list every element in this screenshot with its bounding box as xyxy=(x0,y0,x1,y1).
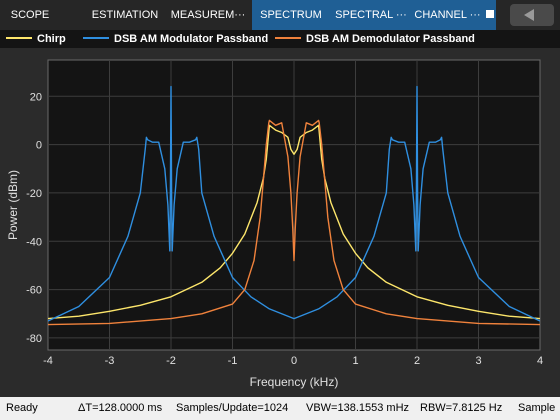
legend: Chirp DSB AM Modulator Passband DSB AM D… xyxy=(0,30,560,48)
x-tick-label: -3 xyxy=(105,355,115,367)
status-ready: Ready xyxy=(6,402,38,414)
tab-scope[interactable]: SCOPE xyxy=(10,9,50,21)
x-tick-label: 0 xyxy=(291,355,297,367)
legend-item-modulator[interactable]: DSB AM Modulator Passband xyxy=(83,30,268,48)
x-tick-label: -1 xyxy=(228,355,238,367)
status-delta-t: ΔT=128.0000 ms xyxy=(78,402,163,414)
y-tick-label: -20 xyxy=(26,188,42,200)
series-line-dsb-am-demodulator-passband xyxy=(48,119,540,326)
x-tick-label: 3 xyxy=(475,355,481,367)
y-tick-label: 0 xyxy=(36,140,42,152)
tab-spectral-estimation[interactable]: SPECTRAL ··· xyxy=(330,0,412,30)
y-tick-label: -80 xyxy=(26,333,42,345)
x-tick-label: 1 xyxy=(352,355,358,367)
tab-channel[interactable]: CHANNEL ··· xyxy=(412,0,496,30)
tab-measurements[interactable]: MEASUREM··· xyxy=(170,9,246,21)
tab-estimation[interactable]: ESTIMATION xyxy=(91,9,159,21)
legend-label: Chirp xyxy=(37,33,66,45)
collapse-toolstrip-button[interactable] xyxy=(510,4,554,26)
x-tick-label: 4 xyxy=(537,355,543,367)
legend-swatch xyxy=(275,37,301,40)
series-line-chirp xyxy=(48,124,540,320)
legend-item-chirp[interactable]: Chirp xyxy=(6,30,66,48)
square-icon xyxy=(485,10,494,19)
y-tick-label: -40 xyxy=(26,236,42,248)
legend-swatch xyxy=(6,37,32,40)
status-bar: Ready ΔT=128.0000 ms Samples/Update=1024… xyxy=(0,397,560,420)
legend-label: DSB AM Demodulator Passband xyxy=(306,33,475,45)
x-tick-label: -4 xyxy=(43,355,53,367)
x-tick-label: -2 xyxy=(166,355,176,367)
x-axis-label: Frequency (kHz) xyxy=(250,375,339,389)
spectrum-plot[interactable]: -4 -3 -2 -1 0 1 2 3 4 -80 -60 -40 -20 0 20 Frequency (k… xyxy=(0,48,560,397)
collapse-left-icon xyxy=(524,9,534,21)
tab-channel-label: CHANNEL ··· xyxy=(414,9,481,21)
tab-spectrum[interactable]: SPECTRUM xyxy=(252,0,330,30)
status-vbw: VBW=138.1553 mHz xyxy=(306,402,410,414)
status-sample: Sample xyxy=(518,402,556,414)
x-tick-label: 2 xyxy=(414,355,420,367)
series-line-dsb-am-modulator-passband xyxy=(48,85,540,322)
legend-swatch xyxy=(83,37,109,40)
status-samples-update: Samples/Update=1024 xyxy=(176,402,289,414)
toolstrip: SCOPE ESTIMATION MEASUREM··· SPECTRUM SP… xyxy=(0,0,560,30)
legend-item-demodulator[interactable]: DSB AM Demodulator Passband xyxy=(275,30,475,48)
y-tick-label: 20 xyxy=(30,91,42,103)
legend-label: DSB AM Modulator Passband xyxy=(114,33,269,45)
status-rbw: RBW=7.8125 Hz xyxy=(420,402,503,414)
y-tick-label: -60 xyxy=(26,285,42,297)
y-axis-label: Power (dBm) xyxy=(6,170,20,240)
